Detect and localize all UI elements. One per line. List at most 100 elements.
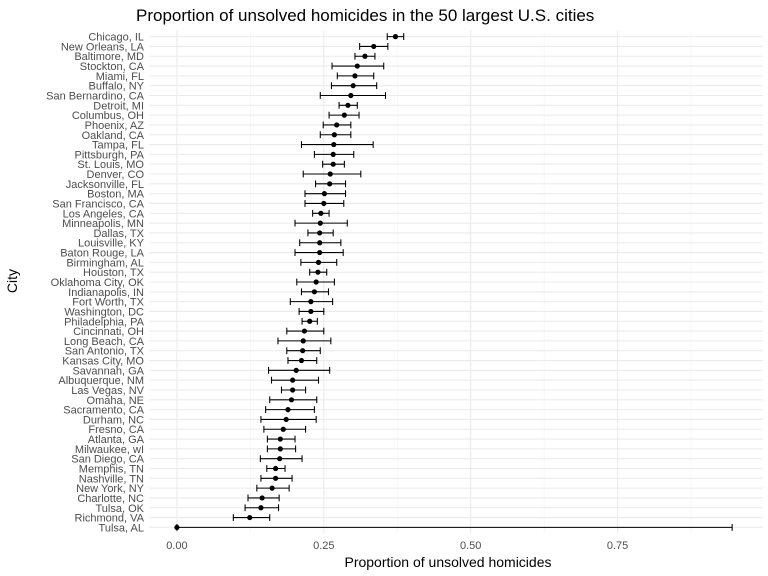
y-tick-label: Milwaukee, wI xyxy=(75,444,144,456)
y-tick-label: Columbus, OH xyxy=(72,110,144,122)
estimate-point xyxy=(247,514,253,521)
estimate-point xyxy=(308,299,314,305)
y-tick-label: New York, NY xyxy=(76,483,145,495)
y-tick-label: Birmingham, AL xyxy=(66,257,144,269)
estimate-point xyxy=(273,465,279,472)
y-tick-label: Houston, TX xyxy=(83,267,145,279)
y-tick-label: Long Beach, CA xyxy=(64,336,145,348)
y-tick-label: Oklahoma City, OK xyxy=(51,277,145,289)
y-tick-label: Los Angeles, CA xyxy=(63,208,145,220)
estimate-point xyxy=(354,63,360,69)
y-tick-label: Albuquerque, NM xyxy=(58,375,144,387)
estimate-point xyxy=(330,161,336,167)
estimate-point xyxy=(273,475,279,481)
estimate-point xyxy=(350,83,356,89)
x-tick-label: 0.00 xyxy=(166,540,187,552)
y-tick-label: San Bernardino, CA xyxy=(46,90,144,102)
x-tick-label: 0.50 xyxy=(460,540,481,552)
estimate-point xyxy=(288,397,295,403)
estimate-point xyxy=(362,53,368,59)
estimate-point xyxy=(371,43,377,50)
y-tick-label: Washington, DC xyxy=(64,306,144,318)
estimate-point xyxy=(345,102,351,108)
y-tick-label: Louisville, KY xyxy=(78,238,145,250)
estimate-point xyxy=(280,426,286,432)
y-tick-label: Philadelphia, PA xyxy=(64,316,145,328)
estimate-point xyxy=(392,34,399,40)
estimate-point xyxy=(285,407,291,413)
estimate-point xyxy=(317,249,323,256)
estimate-point xyxy=(290,377,296,383)
estimate-point xyxy=(321,200,327,207)
y-tick-label: Boston, MA xyxy=(87,189,145,201)
estimate-point xyxy=(318,210,324,216)
y-tick-label: Tulsa, AL xyxy=(99,522,144,534)
y-tick-label: Chicago, IL xyxy=(88,32,144,44)
estimate-point xyxy=(277,446,283,452)
y-tick-label: Baton Rouge, LA xyxy=(60,248,144,260)
points xyxy=(174,34,399,531)
estimate-point xyxy=(313,279,319,285)
estimate-point xyxy=(331,141,337,148)
y-tick-label: Phoenix, AZ xyxy=(85,120,145,132)
estimate-point xyxy=(269,485,275,491)
estimate-point xyxy=(317,230,323,236)
estimate-point xyxy=(283,416,289,423)
estimate-point xyxy=(327,171,333,177)
estimate-point xyxy=(308,308,314,315)
estimate-point xyxy=(311,289,317,295)
estimate-point xyxy=(277,456,283,462)
y-tick-label: Minneapolis, MN xyxy=(62,218,144,230)
x-tick-label: 0.75 xyxy=(607,540,628,552)
y-tick-label: Baltimore, MD xyxy=(74,51,144,63)
estimate-point xyxy=(334,122,340,128)
y-tick-label: Tampa, FL xyxy=(92,140,144,152)
y-tick-label: San Diego, CA xyxy=(71,454,144,466)
y-tick-label: Sacramento, CA xyxy=(63,405,144,417)
estimate-point xyxy=(327,181,333,187)
y-tick-label: Indianapolis, IN xyxy=(68,287,144,299)
y-tick-label: Memphis, TN xyxy=(79,464,144,476)
y-tick-label: Dallas, TX xyxy=(93,228,144,240)
estimate-point xyxy=(174,524,180,531)
y-tick-label: Durham, NC xyxy=(83,414,144,426)
y-tick-label: Kansas City, MO xyxy=(62,356,144,368)
y-tick-label: San Antonio, TX xyxy=(65,346,145,358)
estimate-point xyxy=(317,240,323,246)
y-tick-label: San Francisco, CA xyxy=(52,198,144,210)
y-tick-label: Richmond, VA xyxy=(75,513,145,525)
y-tick-label: Charlotte, NC xyxy=(77,493,144,505)
y-tick-label: Denver, CO xyxy=(87,169,145,181)
y-tick-label: Cincinnati, OH xyxy=(73,326,144,338)
estimate-point xyxy=(301,328,308,334)
y-tick-label: Tulsa, OK xyxy=(96,503,145,515)
y-tick-label: Omaha, NE xyxy=(87,395,144,407)
estimate-point xyxy=(300,338,306,344)
estimate-point xyxy=(290,387,296,393)
y-tick-label: Buffalo, NY xyxy=(89,81,145,93)
estimate-point xyxy=(298,357,305,364)
y-tick-label: New Orleans, LA xyxy=(61,41,145,53)
y-tick-label: Atlanta, GA xyxy=(88,434,145,446)
y-axis-title: City xyxy=(4,269,20,293)
y-tick-label: Fresno, CA xyxy=(88,424,144,436)
y-tick-label: Detroit, MI xyxy=(93,100,144,112)
x-axis-title: Proportion of unsolved homicides xyxy=(344,554,551,570)
estimate-point xyxy=(258,505,264,511)
estimate-point xyxy=(259,495,265,501)
y-tick-label: St. Louis, MO xyxy=(77,159,144,171)
estimate-point xyxy=(331,132,337,138)
estimate-point xyxy=(315,259,322,265)
estimate-point xyxy=(352,73,358,79)
estimate-point xyxy=(300,348,306,354)
y-tick-label: Nashville, TN xyxy=(79,473,144,485)
y-tick-label: Pittsburgh, PA xyxy=(75,149,145,161)
estimate-point xyxy=(341,112,347,118)
y-tick-label: Savannah, GA xyxy=(72,365,144,377)
y-tick-label: Miami, FL xyxy=(96,71,144,83)
estimate-point xyxy=(315,269,321,275)
estimate-point xyxy=(307,318,313,324)
estimate-point xyxy=(277,436,283,442)
